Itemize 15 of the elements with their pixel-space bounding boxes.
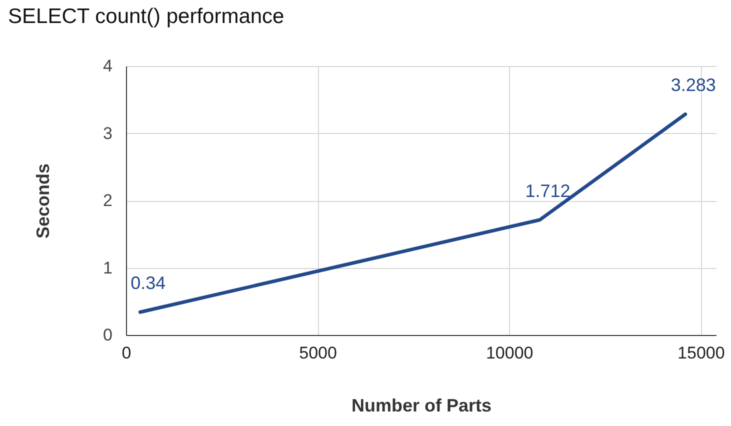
y-tick-label: 4 [103, 56, 112, 76]
y-tick-label: 1 [103, 258, 112, 278]
y-tick-label: 3 [103, 124, 112, 143]
x-axis-title: Number of Parts [351, 396, 492, 416]
x-tick-label: 10000 [486, 344, 534, 362]
chart-title: SELECT count() performance [8, 5, 284, 28]
y-tick-label: 0 [103, 326, 112, 344]
x-tick-label: 0 [122, 344, 132, 362]
data-label: 3.283 [670, 75, 716, 96]
data-label: 1.712 [525, 180, 570, 201]
data-label: 0.34 [130, 273, 166, 294]
x-tick-label: 5000 [299, 344, 337, 362]
y-tick-label: 2 [103, 191, 112, 210]
y-axis-title: Seconds [33, 163, 54, 239]
x-tick-label: 15000 [678, 344, 725, 362]
